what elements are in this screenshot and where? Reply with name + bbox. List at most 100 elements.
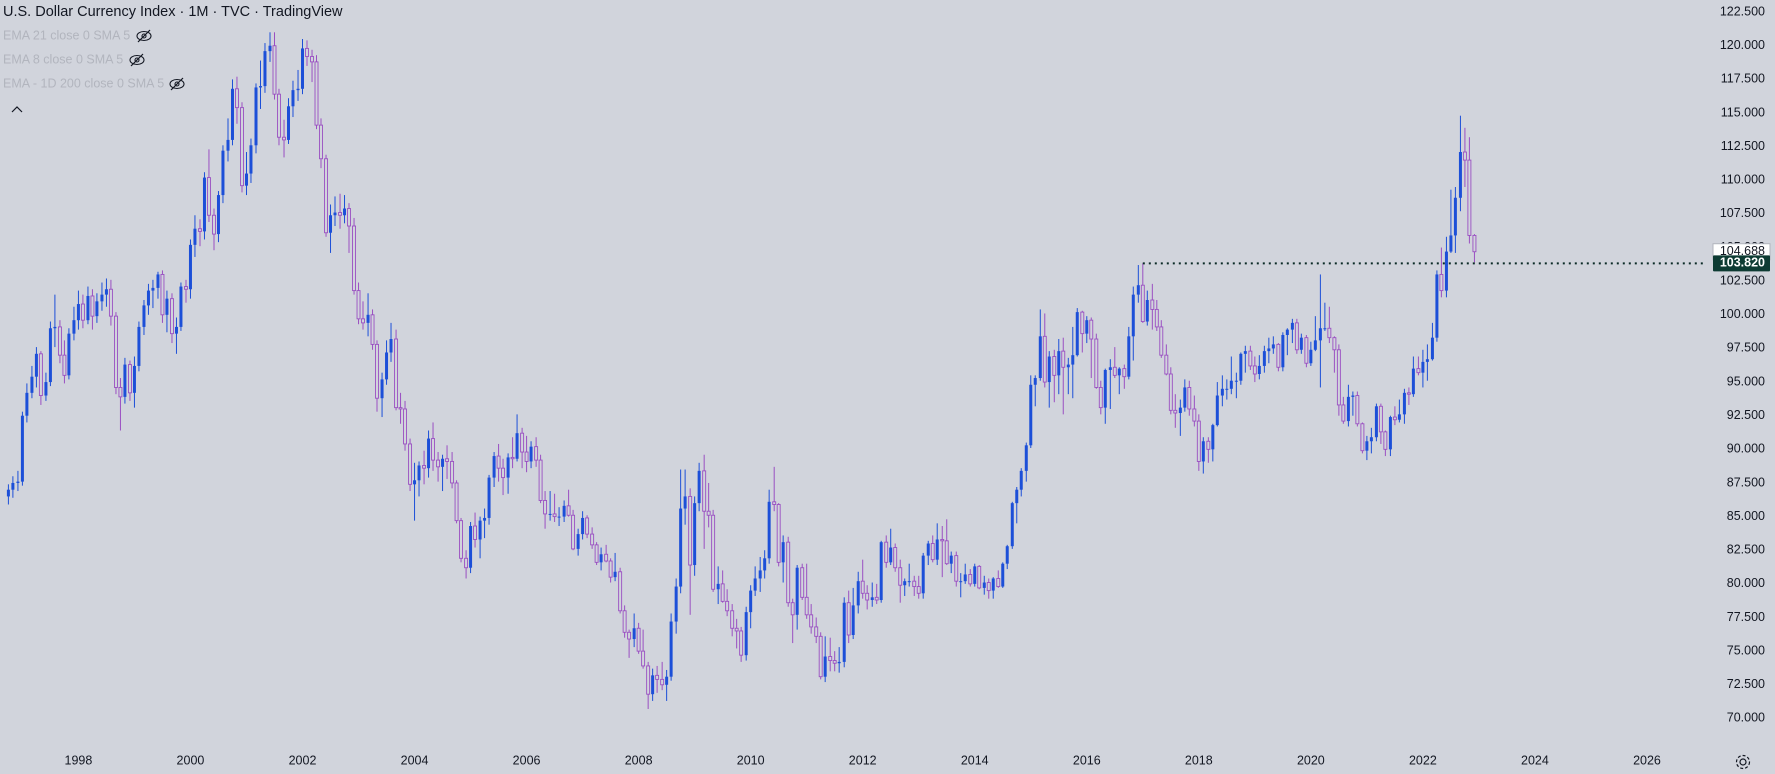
candle-body (1196, 420, 1201, 462)
candle-body (1089, 319, 1094, 340)
candle-body (730, 610, 735, 629)
candle-body (776, 504, 781, 563)
candle-body (473, 525, 477, 540)
collapse-chevron[interactable] (11, 106, 23, 113)
candle-body (781, 542, 785, 563)
x-tick-label: 2018 (1185, 753, 1213, 767)
candle-body (893, 547, 898, 569)
candle-body (1360, 423, 1365, 452)
candle-body (884, 541, 889, 563)
candle-body (1453, 197, 1457, 236)
candle-body (142, 305, 146, 327)
candle-body (991, 578, 995, 591)
candle-body (1421, 361, 1425, 373)
candle-body (665, 676, 669, 685)
candle-body (20, 415, 24, 482)
candle-body (385, 352, 389, 380)
candle-body (1248, 350, 1253, 367)
candle-body (1061, 350, 1066, 368)
candle-body (146, 290, 150, 306)
candle-body (576, 534, 580, 549)
candle-body (1150, 299, 1155, 310)
settings-gear[interactable] (1735, 754, 1751, 770)
candle-body (679, 508, 683, 587)
candle-body (562, 505, 566, 517)
candle-body (846, 602, 851, 636)
candle-body (753, 578, 757, 591)
candle-body (1323, 328, 1327, 330)
candle-body (949, 555, 953, 564)
candle-body (226, 139, 230, 151)
candle-body (1178, 407, 1182, 414)
candle-body (1019, 470, 1023, 490)
candle-body (898, 567, 903, 586)
candle-body (856, 581, 860, 606)
candle-body (1085, 320, 1089, 334)
candle-body (268, 45, 272, 52)
candle-body (534, 446, 539, 461)
candle-body (90, 295, 95, 317)
eye-pupil (174, 81, 180, 87)
candle-body (370, 314, 375, 345)
x-tick-label: 2006 (513, 753, 541, 767)
y-tick-label: 95.000 (1727, 374, 1765, 388)
last-price-label: 104.688 (1720, 244, 1765, 258)
level-price-label: 103.820 (1720, 256, 1765, 270)
x-tick-label: 2010 (737, 753, 765, 767)
candle-body (916, 586, 921, 594)
candle-body (1439, 273, 1444, 292)
candle-body (132, 365, 136, 393)
visibility-toggle[interactable] (136, 29, 152, 43)
candle-body (581, 517, 585, 535)
candle-body (319, 124, 323, 160)
x-tick-label: 2026 (1633, 753, 1661, 767)
candle-body (921, 555, 925, 594)
eye-icon (169, 78, 185, 90)
candle-body (1355, 395, 1360, 425)
candle-body (296, 88, 300, 91)
candle-body (651, 675, 655, 695)
candle-body (786, 541, 791, 604)
candle-body (590, 533, 595, 546)
y-tick-label: 92.500 (1727, 408, 1765, 422)
candle-body (1080, 311, 1085, 335)
candle-body (413, 480, 417, 485)
candle-body (1029, 384, 1033, 446)
candle-body (1071, 355, 1075, 365)
candle-body (1318, 328, 1322, 341)
candle-body (427, 438, 431, 469)
candle-body (1038, 336, 1042, 379)
candle-body (618, 571, 623, 612)
candle-body (188, 244, 192, 290)
candle-body (48, 328, 52, 383)
x-tick-label: 2002 (289, 753, 317, 767)
plot-area (6, 32, 1703, 709)
visibility-toggle[interactable] (169, 77, 185, 91)
candle-body (940, 539, 945, 542)
candle-body (1042, 335, 1047, 383)
candle-body (459, 520, 463, 559)
candle-body (240, 107, 244, 187)
candle-body (230, 88, 234, 140)
candle-body (6, 489, 10, 497)
candle-body (571, 514, 576, 550)
candle-body (716, 583, 720, 590)
candle-body (725, 600, 730, 612)
candle-body (38, 353, 43, 396)
candle-body (907, 581, 911, 583)
candle-body (1225, 388, 1229, 390)
indicator-label: EMA - 1D 200 close 0 SMA 5 (3, 76, 164, 90)
y-tick-label: 102.500 (1720, 273, 1765, 287)
candle-body (758, 570, 762, 579)
candle-body (627, 631, 632, 640)
candle-body (800, 567, 805, 598)
candle-body (170, 298, 174, 335)
x-tick-label: 2022 (1409, 753, 1437, 767)
candle-body (1313, 340, 1317, 350)
candle-body (403, 408, 407, 445)
candle-body (137, 326, 141, 366)
visibility-toggle[interactable] (129, 53, 145, 67)
candle-body (1392, 416, 1397, 421)
candle-body (944, 540, 949, 565)
